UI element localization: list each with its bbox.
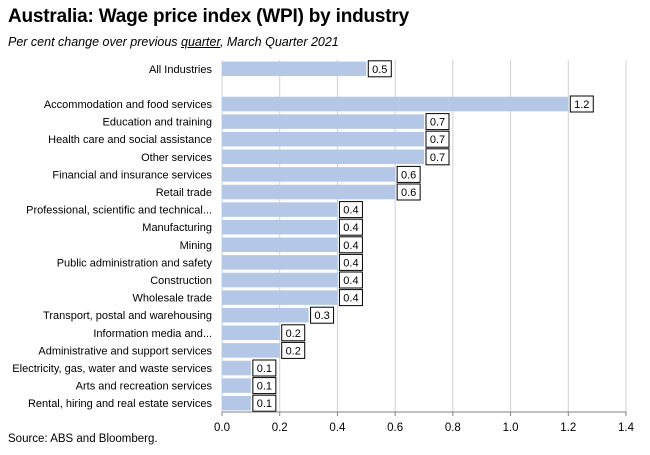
category-label-8: Professional, scientific and technical..… [26, 205, 212, 217]
bar-19 [222, 395, 251, 411]
category-label-13: Wholesale trade [133, 293, 213, 305]
x-tick-label-3: 0.6 [387, 422, 403, 434]
data-label-2: 1.2 [574, 99, 589, 111]
category-label-15: Information media and... [93, 328, 212, 340]
bar-9 [222, 219, 338, 235]
data-label-6: 0.6 [401, 169, 416, 181]
category-label-4: Health care and social assistance [48, 134, 212, 146]
data-label-box-2 [569, 95, 594, 113]
x-tick-label-7: 1.4 [618, 422, 635, 434]
data-label-box-4 [425, 130, 450, 148]
bar-18 [222, 378, 251, 393]
data-label-15: 0.2 [286, 328, 301, 340]
data-label-13: 0.4 [343, 293, 358, 305]
data-label-10: 0.4 [343, 240, 358, 252]
data-label-box-16 [281, 341, 306, 359]
data-label-box-7 [396, 183, 421, 201]
data-label-7: 0.6 [401, 187, 416, 199]
data-label-14: 0.3 [314, 310, 329, 322]
bar-2 [222, 96, 569, 112]
category-label-12: Construction [150, 275, 212, 287]
chart-title: Australia: Wage price index (WPI) by ind… [8, 6, 409, 27]
bar-15 [222, 325, 280, 341]
category-label-6: Financial and insurance services [52, 169, 212, 181]
subtitle-prefix: Per cent change over previous [8, 35, 182, 49]
category-label-9: Manufacturing [142, 222, 212, 234]
bar-8 [222, 202, 338, 217]
category-label-11: Public administration and safety [57, 257, 213, 269]
category-label-7: Retail trade [156, 187, 212, 199]
data-label-box-6 [396, 165, 421, 183]
bar-6 [222, 167, 396, 182]
category-label-5: Other services [141, 152, 212, 164]
data-label-18: 0.1 [257, 381, 272, 393]
chart-subtitle: Per cent change over previous quarter, M… [8, 35, 339, 49]
data-label-box-8 [338, 201, 363, 219]
data-label-box-15 [281, 324, 306, 342]
data-label-9: 0.4 [343, 222, 358, 234]
category-label-14: Transport, postal and warehousing [43, 310, 212, 322]
data-label-16: 0.2 [286, 345, 301, 357]
category-label-19: Rental, hiring and real estate services [28, 398, 213, 410]
x-tick-label-1: 0.2 [272, 422, 288, 434]
bar-14 [222, 307, 309, 323]
x-tick-label-0: 0.0 [214, 422, 230, 434]
subtitle-underlined: quarter [181, 35, 220, 49]
data-label-box-19 [252, 394, 277, 412]
data-label-box-10 [338, 236, 363, 254]
data-label-box-17 [252, 359, 277, 377]
data-label-box-11 [338, 253, 363, 271]
x-tick-label-5: 1.0 [503, 422, 519, 434]
bar-13 [222, 290, 338, 305]
bar-12 [222, 272, 338, 288]
bar-17 [222, 360, 251, 376]
data-label-box-9 [338, 218, 363, 236]
data-label-19: 0.1 [257, 398, 272, 410]
data-label-box-12 [338, 271, 363, 289]
data-label-12: 0.4 [343, 275, 358, 287]
category-label-0: All Industries [149, 64, 212, 76]
bar-7 [222, 184, 396, 200]
data-label-0: 0.5 [372, 64, 387, 76]
category-label-18: Arts and recreation services [76, 381, 213, 393]
x-tick-label-4: 0.8 [445, 422, 461, 434]
x-tick-label-6: 1.2 [560, 422, 576, 434]
data-label-3: 0.7 [430, 117, 445, 129]
bar-4 [222, 131, 424, 147]
category-label-16: Administrative and support services [38, 345, 212, 357]
bar-10 [222, 237, 338, 253]
bar-0 [222, 61, 367, 77]
data-label-5: 0.7 [430, 152, 445, 164]
data-label-box-5 [425, 148, 450, 166]
bar-16 [222, 343, 280, 358]
bar-5 [222, 149, 424, 165]
source-note: Source: ABS and Bloomberg. [8, 433, 158, 445]
x-tick-label-2: 0.4 [329, 422, 346, 434]
data-label-11: 0.4 [343, 257, 358, 269]
data-label-4: 0.7 [430, 134, 445, 146]
data-label-box-3 [425, 113, 450, 131]
bar-11 [222, 255, 338, 270]
data-label-box-0 [367, 60, 392, 78]
data-label-box-14 [310, 306, 335, 324]
category-label-10: Mining [180, 240, 212, 252]
subtitle-suffix: , March Quarter 2021 [219, 35, 339, 49]
category-label-17: Electricity, gas, water and waste servic… [12, 363, 212, 375]
category-label-3: Education and training [103, 117, 212, 129]
data-label-box-18 [252, 377, 277, 395]
bar-3 [222, 114, 424, 129]
data-label-8: 0.4 [343, 205, 358, 217]
data-label-box-13 [338, 289, 363, 307]
data-label-17: 0.1 [257, 363, 272, 375]
category-label-2: Accommodation and food services [44, 99, 213, 111]
